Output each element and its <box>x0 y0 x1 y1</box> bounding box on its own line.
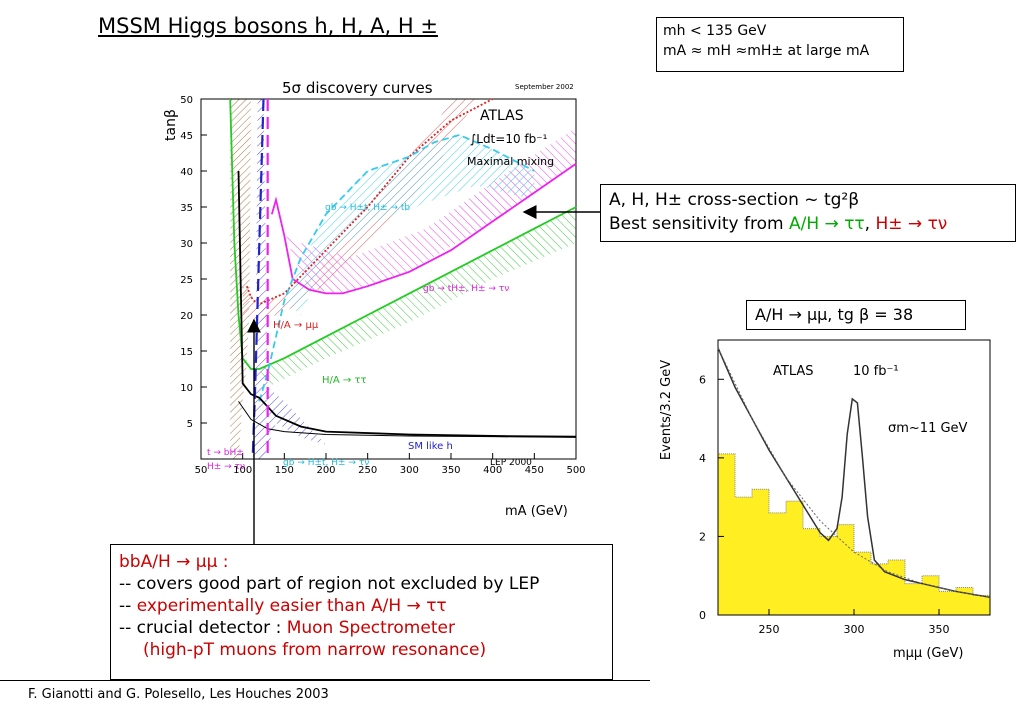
y-tick-label: 10 <box>180 383 193 394</box>
x-tick-label: 250 <box>759 623 780 636</box>
spectrum-y-label: Events/3.2 GeV <box>659 360 674 460</box>
x-tick-label: 400 <box>483 465 502 476</box>
spectrum-luminosity: 10 fb⁻¹ <box>853 364 899 379</box>
label-gbtb: gb → H±t, H± → tb <box>325 203 410 213</box>
series-sm_like <box>237 170 577 438</box>
x-tick-label: 50 <box>195 465 208 476</box>
sensitivity-sep: , <box>864 214 876 234</box>
y-tick-label: 50 <box>180 95 193 106</box>
mumu-label: A/H → μμ, tg β = 38 <box>755 305 914 324</box>
mass-info-line1: mh < 135 GeV <box>663 23 767 39</box>
chart-date: September 2002 <box>515 83 574 91</box>
bbah-item1: -- covers good part of region not exclud… <box>119 574 540 594</box>
cross-section-line2: Best sensitivity from A/H → ττ, H± → τν <box>609 212 1007 236</box>
x-tick-label: 250 <box>358 465 377 476</box>
spectrum-x-label: mμμ (GeV) <box>893 646 963 661</box>
chart-title: 5σ discovery curves <box>282 79 433 97</box>
bbah-item3: -- crucial detector : Muon Spectrometer <box>119 617 604 639</box>
y-tick-label: 2 <box>699 530 706 543</box>
chart-axes <box>200 98 577 460</box>
series-bkg-hist <box>717 453 991 616</box>
mumu-label-box: A/H → μμ, tg β = 38 <box>746 300 966 330</box>
slide-title: MSSM Higgs bosons h, H, A, H ± <box>98 14 438 38</box>
sensitivity-hpm: H± → τν <box>875 214 948 234</box>
spectrum-experiment: ATLAS <box>773 364 814 379</box>
y-tick-label: 6 <box>699 373 706 386</box>
cross-section-line1: A, H, H± cross-section ~ tg²β <box>609 190 860 210</box>
footer-rule <box>0 680 650 681</box>
label-hatautau: H/A → ττ <box>322 375 367 386</box>
bbah-item2-prefix: -- <box>119 596 137 616</box>
label-htaunu: H± → τν <box>207 462 245 472</box>
y-tick-label: 30 <box>180 239 193 250</box>
x-tick-label: 350 <box>929 623 950 636</box>
hatch-tautau <box>259 207 576 387</box>
series-gb_taunu <box>270 163 577 295</box>
x-tick-label: 300 <box>844 623 865 636</box>
label-smlike: SM like h <box>408 441 453 452</box>
hatch-blue <box>252 99 326 459</box>
sensitivity-ah: A/H → ττ <box>789 214 865 234</box>
bbah-item3-prefix: -- crucial detector : <box>119 618 287 638</box>
bbah-item2-text: experimentally easier than A/H → ττ <box>136 596 447 616</box>
footer-credit: F. Gianotti and G. Polesello, Les Houche… <box>28 687 329 702</box>
x-tick-label: 500 <box>566 465 585 476</box>
chart-luminosity: ∫Ldt=10 fb⁻¹ <box>470 132 548 146</box>
label-lep: LEP 2000 <box>490 458 532 468</box>
bbah-item3-sub: (high-pT muons from narrow resonance) <box>143 640 487 660</box>
bbah-item2: -- experimentally easier than A/H → ττ <box>119 595 604 617</box>
hatch-gbtb <box>284 135 535 315</box>
x-tick-label: 100 <box>233 465 252 476</box>
bbah-box: bbA/H → μμ : -- covers good part of regi… <box>110 544 613 680</box>
series-signal <box>717 347 991 599</box>
x-tick-label: 300 <box>400 465 419 476</box>
series-ha_tautau <box>229 98 577 370</box>
spectrum-annotation: σm~11 GeV <box>888 421 968 436</box>
hatched-bands <box>230 99 576 459</box>
series-ha_mumu <box>245 98 494 306</box>
x-tick-label: 200 <box>316 465 335 476</box>
label-hamumu: H/A → μμ <box>273 320 319 331</box>
series-background <box>717 347 991 598</box>
cross-section-box: A, H, H± cross-section ~ tg²β Best sensi… <box>600 184 1016 242</box>
y-tick-label: 4 <box>699 452 706 465</box>
label-gblow: gb → H±t, H± → τν <box>283 458 369 468</box>
spectrum-axes <box>717 339 991 616</box>
chart-experiment: ATLAS <box>480 108 524 124</box>
y-tick-label: 0 <box>699 609 706 622</box>
y-tick-label: 35 <box>180 203 193 214</box>
chart-text: 50 100 150 200 250 300 350 400 450 500 5 10 15 20 25 30… <box>163 79 586 519</box>
y-tick-label: 20 <box>180 311 193 322</box>
mass-info-line2: mA ≈ mH ≈mH± at large mA <box>663 43 870 59</box>
y-tick-label: 45 <box>180 131 193 142</box>
y-axis-label: tanβ <box>163 109 179 141</box>
bbah-item3-text: Muon Spectrometer <box>286 618 455 638</box>
y-tick-label: 15 <box>180 347 193 358</box>
background-histogram <box>717 453 991 616</box>
y-tick-label: 40 <box>180 167 193 178</box>
x-tick-label: 150 <box>275 465 294 476</box>
mumu-spectrum-chart: 250 300 350 0 2 4 6 ATLAS 10 fb⁻¹ σm~11 GeV mμμ (G… <box>659 339 991 661</box>
x-axis-label: mA (GeV) <box>505 504 568 519</box>
discovery-chart: 50 100 150 200 250 300 350 400 450 500 5 10 15 20 25 30… <box>163 79 586 519</box>
x-tick-label: 450 <box>525 465 544 476</box>
y-tick-label: 5 <box>187 419 193 430</box>
x-tick-label: 350 <box>441 465 460 476</box>
label-gbtaunu: gb → tH±, H± → τν <box>423 284 509 294</box>
bbah-head: bbA/H → μμ : <box>119 552 229 572</box>
label-tbh: t → bH± <box>207 448 244 458</box>
series-gb_tb <box>258 134 535 402</box>
spectrum-series <box>717 347 991 599</box>
mass-info-box: mh < 135 GeV mA ≈ mH ≈mH± at large mA <box>656 17 904 72</box>
y-tick-label: 25 <box>180 275 193 286</box>
chart-scenario: Maximal mixing <box>467 155 554 168</box>
sensitivity-prefix: Best sensitivity from <box>609 214 789 234</box>
spectrum-text: 250 300 350 0 2 4 6 ATLAS 10 fb⁻¹ σm~11 GeV mμμ (G… <box>659 360 968 661</box>
